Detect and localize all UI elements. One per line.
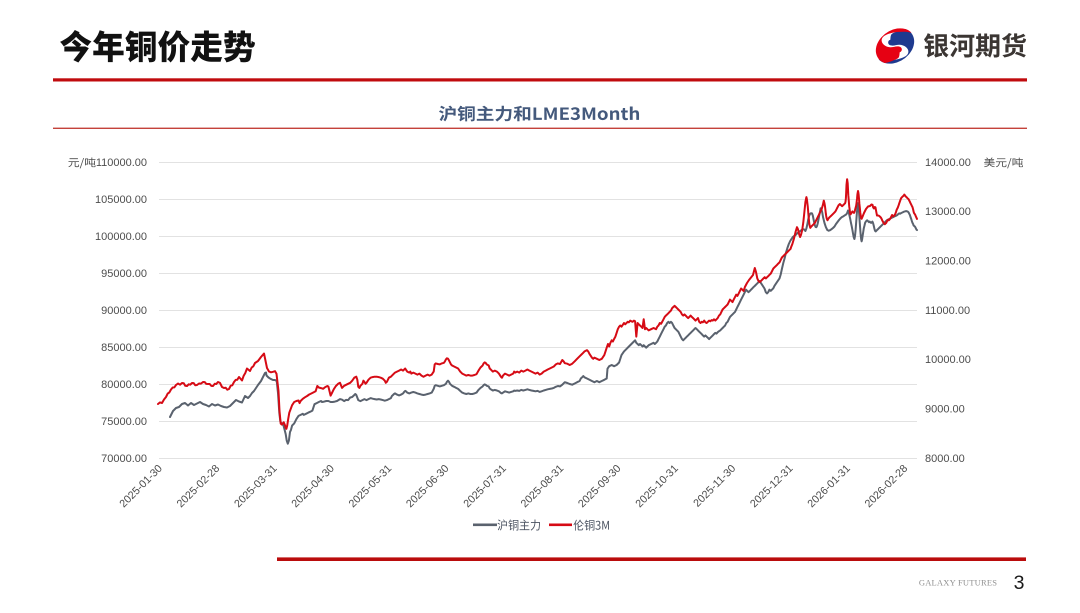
svg-text:10000.00: 10000.00 bbox=[925, 354, 971, 366]
svg-text:85000.00: 85000.00 bbox=[101, 342, 147, 354]
svg-text:70000.00: 70000.00 bbox=[101, 453, 147, 465]
svg-text:GALAXY FUTURES: GALAXY FUTURES bbox=[919, 578, 997, 588]
svg-text:8000.00: 8000.00 bbox=[925, 453, 965, 465]
svg-text:13000.00: 13000.00 bbox=[925, 206, 971, 218]
svg-text:3: 3 bbox=[1014, 572, 1025, 594]
svg-text:80000.00: 80000.00 bbox=[101, 379, 147, 391]
svg-text:90000.00: 90000.00 bbox=[101, 305, 147, 317]
svg-text:12000.00: 12000.00 bbox=[925, 256, 971, 268]
svg-text:110000.00: 110000.00 bbox=[96, 157, 147, 169]
svg-text:75000.00: 75000.00 bbox=[101, 416, 147, 428]
svg-text:105000.00: 105000.00 bbox=[95, 194, 147, 206]
svg-text:11000.00: 11000.00 bbox=[925, 305, 970, 317]
svg-text:100000.00: 100000.00 bbox=[95, 231, 147, 243]
svg-text:14000.00: 14000.00 bbox=[925, 157, 971, 169]
svg-text:95000.00: 95000.00 bbox=[101, 268, 147, 280]
svg-text:9000.00: 9000.00 bbox=[925, 404, 965, 416]
